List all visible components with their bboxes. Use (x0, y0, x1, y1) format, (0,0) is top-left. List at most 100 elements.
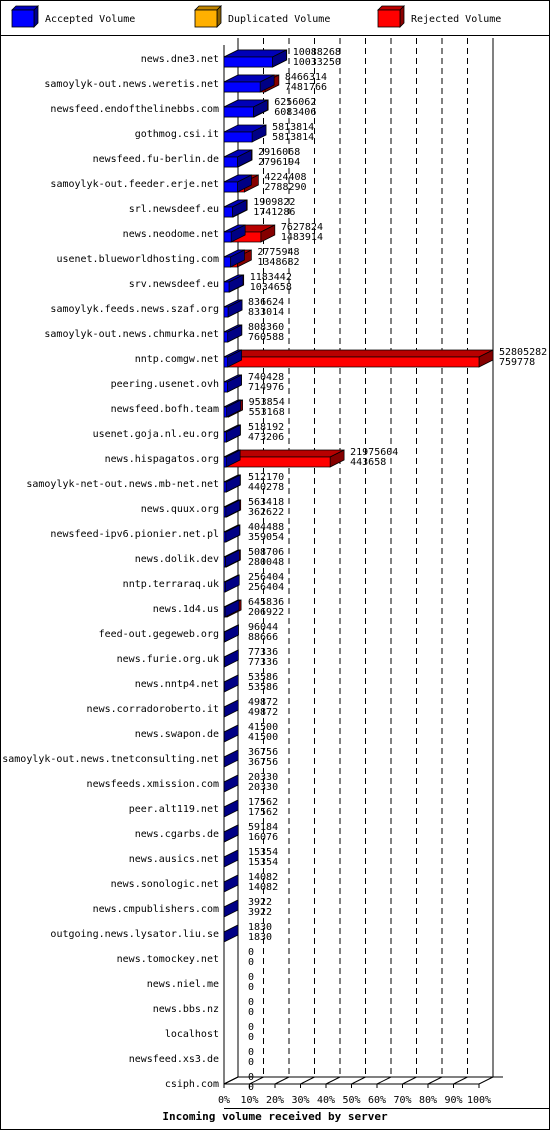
category-label: news.1d4.us (153, 604, 219, 615)
bar-group-news-dolik-dev (223, 549, 241, 568)
legend-swatch (377, 9, 401, 28)
value-label-total: 808360 (248, 322, 284, 333)
value-label-accepted: 53586 (248, 682, 278, 693)
value-label-accepted: 256404 (248, 582, 284, 593)
bar-accepted (223, 531, 227, 543)
bar-group-news-1d4-us (223, 599, 242, 618)
value-label-accepted: 88666 (248, 632, 278, 643)
value-label-accepted: 714976 (248, 382, 284, 393)
category-label: srv.newsdeef.eu (129, 279, 219, 290)
value-label-total: 563418 (248, 497, 284, 508)
value-label-accepted: 2788290 (264, 182, 306, 193)
bar-accepted-side (223, 699, 239, 718)
category-label: localhost (165, 1029, 219, 1040)
value-label-accepted: 2796194 (258, 157, 300, 168)
bar-group-gothmog-csi-it (223, 124, 267, 143)
bar-group-news-ausics-net (223, 849, 239, 868)
value-label-accepted: 3922 (248, 907, 272, 918)
bar-rejected-top (223, 449, 345, 458)
value-label-total: 836624 (248, 297, 284, 308)
bar-group-outgoing-news-lysator-liu-se (223, 924, 239, 943)
value-label-total: 508706 (248, 547, 284, 558)
bars (223, 49, 494, 943)
legend-swatch-side (399, 5, 405, 28)
value-label-total: 17562 (248, 797, 278, 808)
legend-label: Accepted Volume (45, 14, 135, 25)
x-tick-label: 0% (218, 1095, 230, 1106)
value-label-accepted: 0 (248, 1032, 254, 1043)
bar-group-newsfeed-ipv6-pionier-net-pl (223, 524, 241, 543)
value-label-accepted: 7481766 (285, 82, 327, 93)
bar-accepted-side (224, 624, 239, 643)
bar-group-news-cmpublishers-com (223, 899, 239, 918)
category-label: outgoing.news.lysator.liu.se (50, 929, 219, 940)
category-label: news.cmpublishers.com (93, 904, 219, 915)
legend-item-duplicated-volume: Duplicated Volume (194, 5, 330, 28)
value-label-total: 1183442 (250, 272, 292, 283)
bar-group-newsfeed-bofh-team (223, 399, 243, 418)
category-label: newsfeed.fu-berlin.de (93, 154, 219, 165)
x-tick-label: 70% (393, 1095, 411, 1106)
bar-group-samoylyk-out-news-tnetconsulting-net (223, 749, 239, 768)
value-label-total: 15354 (248, 847, 278, 858)
bar-accepted (223, 581, 226, 593)
category-label: usenet.blueworldhosting.com (56, 254, 219, 265)
value-label-total: 0 (248, 1047, 254, 1058)
legend-label: Rejected Volume (411, 14, 501, 25)
value-label-accepted: 280048 (248, 557, 284, 568)
category-label: news.quux.org (141, 504, 219, 515)
bar-accepted-side (223, 899, 239, 918)
value-label-total: 2916068 (258, 147, 300, 158)
value-label-total: 59184 (248, 822, 278, 833)
value-label-total: 41500 (248, 722, 278, 733)
category-label: samoylyk.feeds.news.szaf.org (50, 304, 219, 315)
bar-group-samoylyk-net-out-news-mb-net-net (223, 474, 241, 493)
category-label: news.neodome.net (123, 229, 219, 240)
bar-accepted-side (223, 674, 239, 693)
category-label: nntp.comgw.net (135, 354, 219, 365)
category-label: news.corradoroberto.it (87, 704, 219, 715)
category-label: csiph.com (165, 1079, 219, 1090)
bar-group-nntp-terraraq-uk (223, 574, 240, 593)
bar-group-news-swapon-de (223, 724, 239, 743)
value-label-accepted: 14082 (248, 882, 278, 893)
x-tick-mark (249, 1076, 264, 1085)
category-label: newsfeed.xs3.de (129, 1054, 219, 1065)
value-label-total: 953854 (249, 397, 285, 408)
value-label-accepted: 0 (248, 957, 254, 968)
x-tick-mark (274, 1076, 290, 1085)
bar-group-news-dne3-net (223, 49, 288, 68)
bar-accepted-side (223, 724, 239, 743)
value-label-total: 0 (248, 1022, 254, 1033)
category-label: nntp.terraraq.uk (123, 579, 219, 590)
bar-accepted (223, 481, 227, 493)
x-tick-mark (402, 1076, 417, 1085)
value-label-accepted: 20330 (248, 782, 278, 793)
value-label-accepted: 49872 (248, 707, 278, 718)
labels: 0% 10% 20% 30% 40% 50% 60% 70% 80% 90% 100% news.dn… (2, 47, 547, 1106)
value-label-total: 0 (248, 972, 254, 983)
bar-group-newsfeed-endofthelinebbs-com (223, 99, 269, 118)
bar-group-news-quux-org (223, 499, 242, 518)
bar-accepted-side (223, 849, 239, 868)
value-label-accepted: 1483914 (281, 232, 323, 243)
category-label: usenet.goja.nl.eu.org (93, 429, 219, 440)
legend-swatch-side (33, 5, 39, 28)
category-label: news.sonologic.net (111, 879, 219, 890)
bar-group-srl-newsdeef-eu (223, 199, 248, 218)
value-label-total: 36756 (248, 747, 278, 758)
legend-swatch-side (216, 5, 222, 28)
value-label-accepted: 833014 (248, 307, 284, 318)
bar-rejected-top (223, 349, 494, 358)
bar-accepted (223, 456, 227, 468)
bar-group-newsfeeds-xmission-com (223, 774, 239, 793)
x-tick-label: 80% (419, 1095, 437, 1106)
bar-accepted (223, 256, 231, 268)
bar-accepted-side (223, 749, 239, 768)
bar-accepted (223, 506, 227, 518)
value-label-total: 20330 (248, 772, 278, 783)
category-label: news.nntp4.net (135, 679, 219, 690)
category-label: feed-out.gegeweb.org (99, 629, 219, 640)
value-label-total: 0 (248, 997, 254, 1008)
